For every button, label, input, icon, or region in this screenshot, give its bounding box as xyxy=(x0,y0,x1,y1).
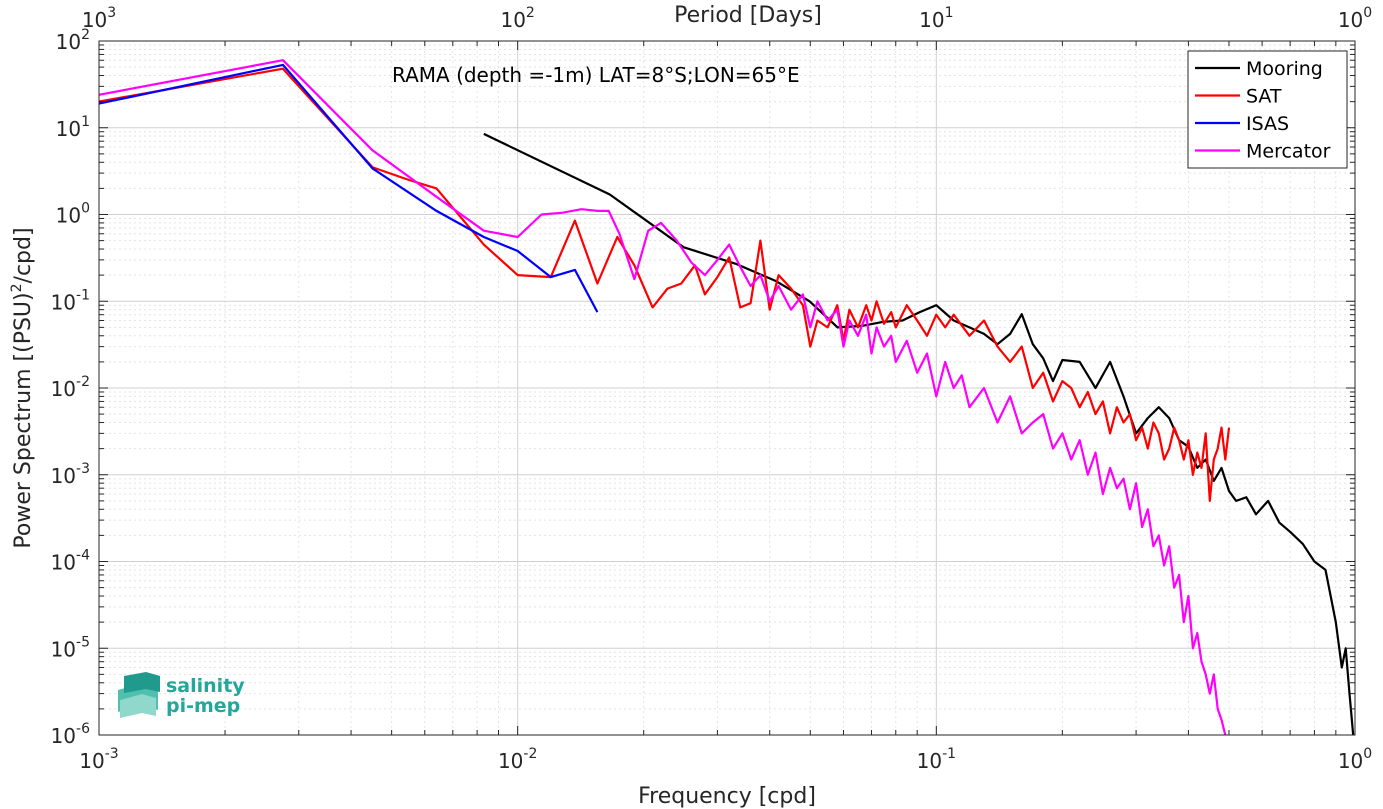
series-lines xyxy=(98,59,1355,736)
y-tick-label: 10-2 xyxy=(51,374,90,401)
legend-label-isas: ISAS xyxy=(1246,113,1289,135)
x-tick-label: 100 xyxy=(1338,746,1372,773)
legend-label-mooring: Mooring xyxy=(1246,58,1323,80)
series-line-isas xyxy=(98,63,599,313)
legend-label-sat: SAT xyxy=(1246,86,1282,108)
series-line-sat xyxy=(98,67,1231,502)
y-axis-label: Power Spectrum [(PSU)2/cpd] xyxy=(9,227,36,548)
series-line-mercator xyxy=(98,59,1227,736)
y-tick-label: 101 xyxy=(56,114,90,141)
y-tick-label: 10-3 xyxy=(51,461,90,488)
salinity-pi-mep-logo: salinity pi-mep xyxy=(118,672,245,718)
x-axis-label: Frequency [cpd] xyxy=(638,784,816,809)
top-tick-label: 103 xyxy=(82,5,116,32)
x-tick-label: 10-2 xyxy=(498,746,537,773)
top-tick-label: 100 xyxy=(1338,5,1372,32)
y-tick-label: 10-1 xyxy=(51,287,90,314)
y-tick-label: 100 xyxy=(56,201,90,228)
legend-label-mercator: Mercator xyxy=(1246,141,1331,163)
logo-wave-icon xyxy=(118,672,160,718)
y-tick-label: 102 xyxy=(56,27,90,54)
station-annotation: RAMA (depth =-1m) LAT=8°S;LON=65°E xyxy=(392,63,800,87)
x-tick-label: 10-3 xyxy=(79,746,118,773)
y-tick-label: 10-5 xyxy=(51,634,90,661)
x-tick-label: 10-1 xyxy=(917,746,956,773)
top-tick-label: 102 xyxy=(500,5,534,32)
y-tick-label: 10-6 xyxy=(51,721,91,748)
legend-box xyxy=(1187,50,1348,169)
tick-marks xyxy=(98,40,1356,736)
top-axis-label: Period [Days] xyxy=(674,3,822,28)
y-tick-label: 10-4 xyxy=(51,548,91,575)
logo-text-line1: salinity xyxy=(166,675,245,697)
series-line-mooring xyxy=(483,132,1355,736)
legend: Mooring SAT ISAS Mercator xyxy=(1187,50,1348,169)
top-tick-label: 101 xyxy=(919,5,953,32)
logo-text-line2: pi-mep xyxy=(166,695,240,717)
